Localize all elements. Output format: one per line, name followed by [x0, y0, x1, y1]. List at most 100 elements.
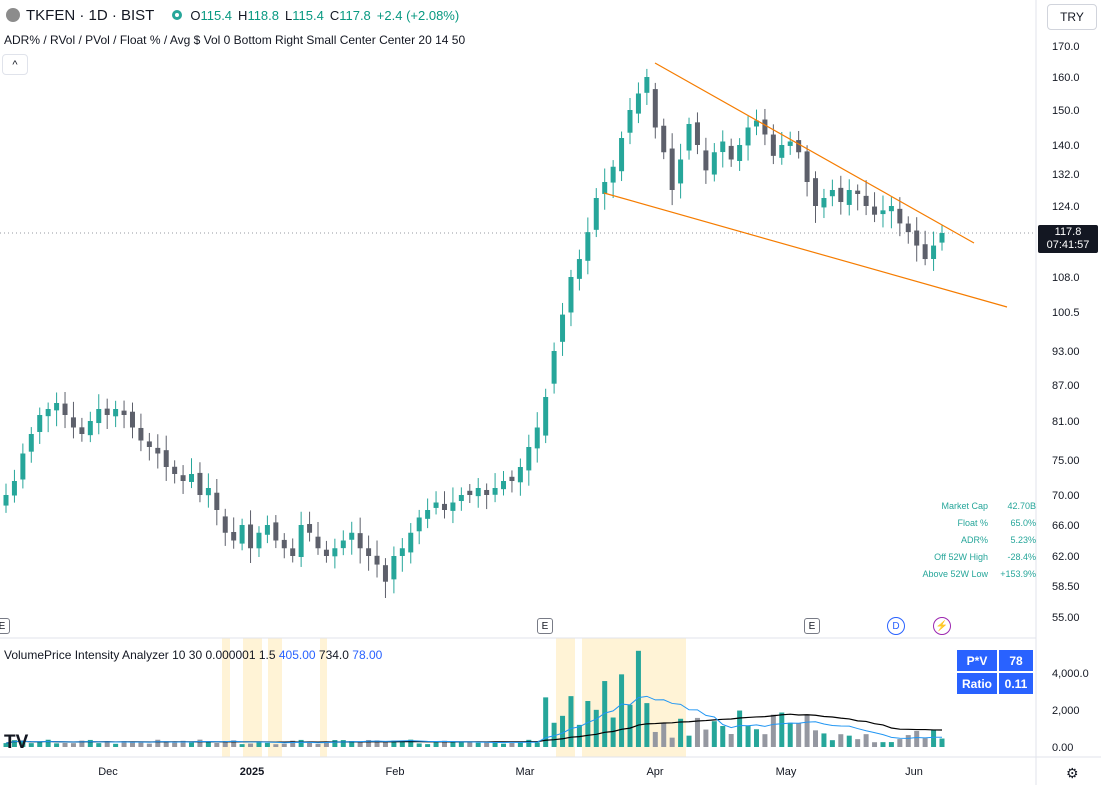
- volume-bar: [720, 726, 726, 747]
- upper-trendline[interactable]: [654, 62, 975, 244]
- volume-bar: [425, 744, 431, 747]
- candle-body: [458, 495, 464, 502]
- time-tick-label: Apr: [646, 766, 663, 778]
- volume-bar: [627, 704, 633, 747]
- last-price: 117.8: [1054, 226, 1082, 238]
- dividend-event-icon[interactable]: D: [887, 617, 905, 635]
- volume-bar: [619, 674, 625, 747]
- volume-axis[interactable]: 4,000.0 2,000 0.00: [1052, 668, 1089, 754]
- volume-bar: [155, 739, 161, 747]
- candle-body: [880, 210, 886, 215]
- price-tick-label: 93.00: [1052, 346, 1080, 358]
- volume-bar: [11, 740, 17, 747]
- collapse-legend-button[interactable]: ^: [2, 54, 28, 75]
- earnings-event-icon[interactable]: E: [537, 618, 553, 634]
- candle-body: [425, 510, 431, 519]
- volume-bar: [62, 742, 68, 747]
- candle-body: [593, 198, 599, 230]
- candle-body: [627, 110, 633, 133]
- candle-body: [450, 502, 456, 511]
- price-tick-label: 87.00: [1052, 380, 1080, 392]
- volume-bar: [87, 739, 93, 747]
- candle-body: [863, 195, 869, 206]
- candle-body: [129, 411, 135, 428]
- candle-body: [796, 140, 802, 153]
- volume-bar: [888, 742, 894, 747]
- currency-selector[interactable]: TRY: [1047, 4, 1097, 30]
- time-tick-label: Dec: [98, 766, 118, 778]
- volume-bar: [855, 739, 861, 747]
- lower-trendline[interactable]: [603, 192, 1008, 308]
- time-axis[interactable]: Dec 2025 Feb Mar Apr May Jun: [98, 766, 923, 778]
- volume-bar: [745, 725, 751, 747]
- candle-body: [762, 119, 768, 135]
- symbol-title[interactable]: TKFEN · 1D · BIST: [26, 6, 155, 24]
- volume-bar: [79, 740, 85, 747]
- earnings-event-icon[interactable]: E: [804, 618, 820, 634]
- settings-gear-icon[interactable]: ⚙: [1066, 765, 1079, 781]
- volume-bar: [20, 740, 26, 747]
- falling-wedge-trendlines[interactable]: [603, 62, 1008, 308]
- volume-bar: [180, 740, 186, 747]
- stat-row: Float % 65.0%: [957, 517, 1036, 528]
- earnings-event-icon[interactable]: E: [0, 618, 10, 634]
- volume-bar: [146, 743, 152, 747]
- volume-bar: [829, 740, 835, 747]
- candle-body: [281, 539, 287, 549]
- volume-bar: [931, 729, 937, 747]
- stat-row: Off 52W High -28.4%: [934, 551, 1036, 562]
- candle-body: [922, 244, 928, 260]
- volume-bar: [450, 742, 456, 747]
- volume-bar: [416, 743, 422, 747]
- candle-body: [54, 403, 60, 411]
- volume-bar: [231, 740, 237, 747]
- pv-row: P*V 78: [957, 650, 1033, 671]
- volume-indicator-legend[interactable]: VolumePrice Intensity Analyzer 10 30 0.0…: [4, 648, 383, 662]
- ohlc-low: L115.4: [285, 7, 324, 23]
- price-axis[interactable]: 170.0 160.0 150.0 140.0 132.0 124.0 108.0 100.5…: [1052, 41, 1080, 624]
- volume-bar: [517, 741, 523, 747]
- tradingview-logo[interactable]: TV: [4, 732, 29, 753]
- volume-bar: [28, 743, 34, 747]
- volume-bar: [753, 729, 759, 747]
- volume-bar: [484, 742, 490, 747]
- candle-body: [475, 488, 481, 497]
- candle-body: [644, 77, 650, 93]
- time-tick-label: Jun: [905, 766, 923, 778]
- candle-body: [87, 421, 93, 436]
- split-event-icon[interactable]: ⚡: [933, 617, 951, 635]
- candle-body: [551, 351, 557, 384]
- candle-body: [509, 476, 515, 481]
- candle-body: [273, 522, 279, 541]
- market-status-icon: [172, 10, 183, 20]
- time-tick-label: May: [776, 766, 797, 778]
- volume-bar: [104, 741, 110, 747]
- candle-body: [298, 525, 304, 557]
- candle-body: [526, 447, 532, 471]
- chevron-up-icon: ^: [12, 58, 18, 71]
- ratio-row: Ratio 0.11: [957, 673, 1033, 694]
- stats-table: Market Cap 42.70B Float % 65.0% ADR% 5.23% …: [900, 497, 1036, 582]
- price-tick-label: 170.0: [1052, 41, 1080, 53]
- candle-body: [467, 490, 473, 495]
- volume-bar: [534, 742, 540, 747]
- volume-bar: [872, 742, 878, 747]
- stat-row: Above 52W Low +153.9%: [922, 568, 1036, 579]
- stat-row: Market Cap 42.70B: [941, 500, 1036, 511]
- candle-body: [11, 481, 17, 496]
- candle-body: [20, 453, 26, 480]
- candle-body: [669, 148, 675, 190]
- candle-body: [492, 488, 498, 495]
- time-tick-label: 2025: [240, 766, 264, 778]
- volume-bar: [846, 735, 852, 747]
- indicator-legend[interactable]: ADR% / RVol / PVol / Float % / Avg $ Vol…: [4, 33, 466, 47]
- volume-bar: [914, 730, 920, 747]
- price-tick-label: 70.00: [1052, 490, 1080, 502]
- volume-surge-zone: [222, 638, 230, 757]
- candle-body: [349, 532, 355, 540]
- volume-surge-zone: [243, 638, 262, 757]
- volume-bar: [897, 739, 903, 747]
- volume-bar: [863, 734, 869, 747]
- candle-body: [290, 548, 296, 556]
